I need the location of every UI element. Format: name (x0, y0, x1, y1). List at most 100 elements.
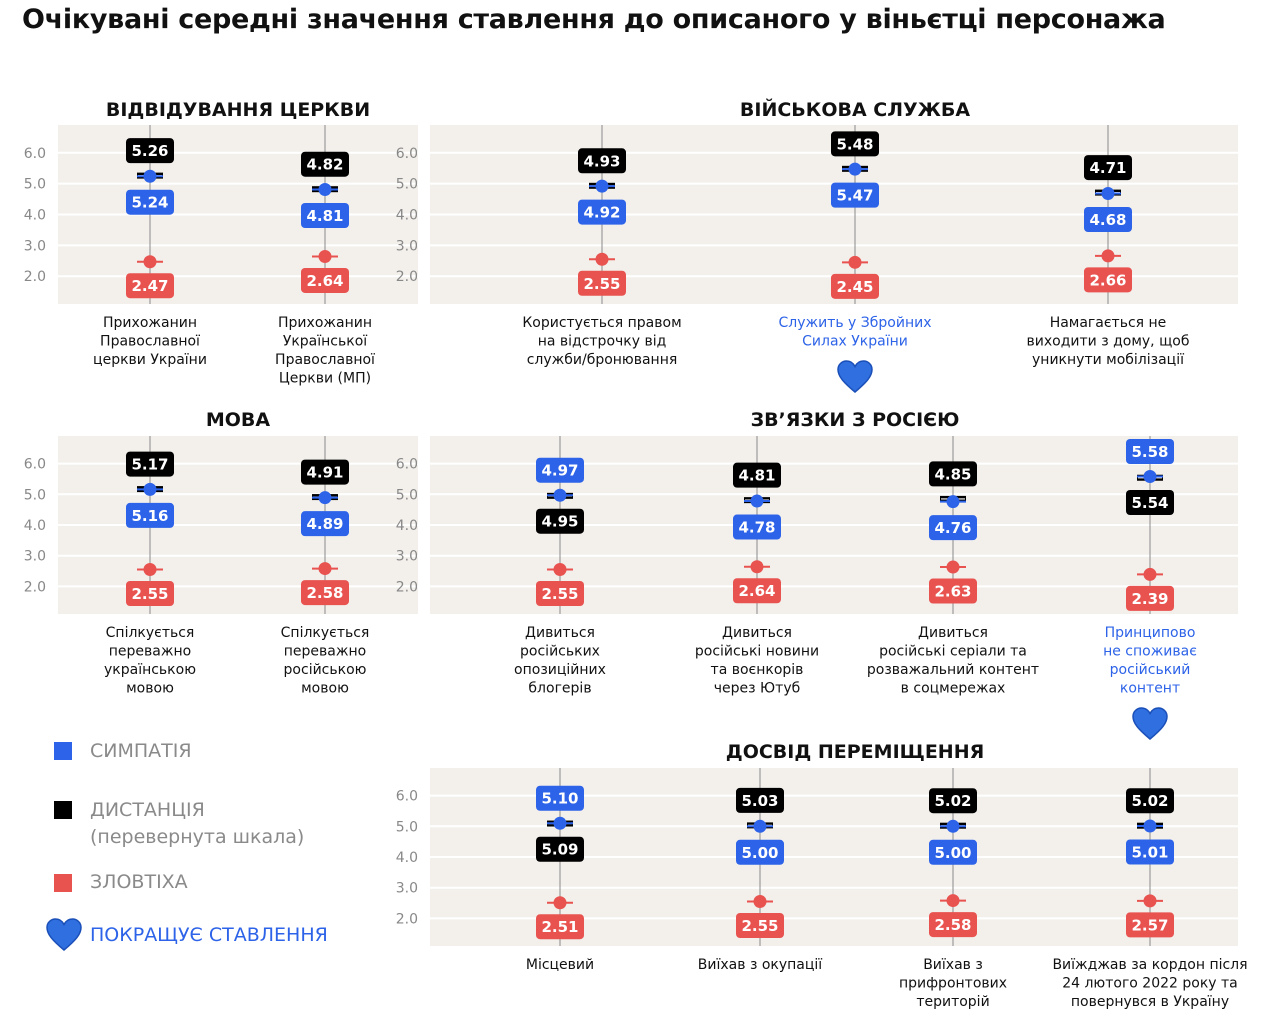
distance-value-label: 4.93 (578, 148, 626, 174)
svg-text:опозиційних: опозиційних (514, 662, 606, 678)
svg-text:на відстрочку від: на відстрочку від (538, 334, 667, 350)
svg-text:через Ютуб: через Ютуб (714, 681, 800, 697)
malice-value-label: 2.64 (301, 267, 349, 293)
svg-text:4.81: 4.81 (738, 467, 775, 485)
sympathy-value-label: 5.16 (126, 502, 174, 528)
sympathy-value-label: 4.76 (929, 515, 977, 541)
svg-text:українською: українською (104, 662, 196, 678)
svg-text:Виїжджав за кордон після: Виїжджав за кордон після (1052, 957, 1247, 973)
svg-text:4.97: 4.97 (541, 462, 578, 480)
distance-value-label: 4.82 (301, 151, 349, 177)
category-label: Виїхав з окупації (698, 957, 823, 973)
malice-point (143, 255, 157, 269)
sympathy-value-label: 5.01 (1126, 839, 1174, 865)
svg-text:4.92: 4.92 (583, 204, 620, 222)
svg-text:Прихожанин: Прихожанин (278, 315, 372, 331)
category-label: Принципово не споживає російський контент (1103, 625, 1197, 697)
legend-malice-label: ЗЛОВТІХА (90, 871, 188, 893)
distance-value-label: 4.95 (536, 508, 584, 534)
sympathy-value-label: 5.00 (929, 839, 977, 865)
sympathy-value-label: 5.24 (126, 189, 174, 215)
category-label: Спілкується переважно українською мовою (104, 625, 196, 697)
distance-value-label: 5.17 (126, 451, 174, 477)
y-tick-label: 4.0 (24, 208, 46, 224)
svg-text:4.93: 4.93 (583, 152, 620, 170)
sympathy-point (553, 488, 567, 502)
svg-text:2.55: 2.55 (131, 585, 168, 603)
svg-text:4.78: 4.78 (738, 519, 775, 537)
svg-text:2.55: 2.55 (741, 917, 778, 935)
heart-icon (837, 360, 873, 393)
svg-text:5.00: 5.00 (934, 844, 971, 862)
category-label: Місцевий (526, 957, 594, 973)
svg-text:Принципово: Принципово (1105, 625, 1196, 641)
y-tick-label: 5.0 (396, 487, 418, 503)
y-tick-label: 2.0 (24, 579, 46, 595)
svg-text:4.76: 4.76 (934, 519, 971, 537)
malice-value-label: 2.63 (929, 578, 977, 604)
malice-value-label: 2.55 (126, 581, 174, 606)
svg-text:5.10: 5.10 (541, 790, 578, 808)
malice-value-label: 2.39 (1126, 585, 1174, 611)
svg-text:5.09: 5.09 (541, 841, 578, 859)
y-tick-label: 5.0 (396, 819, 418, 835)
sympathy-point (750, 494, 764, 508)
y-tick-label: 4.0 (24, 518, 46, 534)
svg-text:5.17: 5.17 (131, 456, 168, 474)
malice-point (946, 560, 960, 574)
svg-text:2.55: 2.55 (541, 585, 578, 603)
svg-text:5.26: 5.26 (131, 142, 168, 160)
svg-text:Церкви (МП): Церкви (МП) (279, 371, 371, 387)
svg-text:2.55: 2.55 (583, 275, 620, 293)
distance-value-label: 5.26 (126, 138, 174, 164)
sympathy-point (143, 169, 157, 183)
y-tick-label: 5.0 (24, 487, 46, 503)
svg-text:контент: контент (1120, 681, 1180, 697)
legend-distance-swatch (54, 801, 72, 819)
svg-text:переважно: переважно (109, 644, 191, 660)
svg-text:прифронтових: прифронтових (899, 976, 1007, 992)
y-tick-label: 4.0 (396, 208, 418, 224)
svg-text:5.24: 5.24 (131, 194, 168, 212)
malice-value-label: 2.64 (733, 578, 781, 604)
category-label: Користується правом на відстрочку від служ… (522, 315, 681, 368)
sympathy-point (318, 183, 332, 197)
svg-text:блогерів: блогерів (528, 681, 591, 697)
distance-value-label: 5.48 (831, 131, 879, 157)
sympathy-value-label: 5.10 (536, 785, 584, 811)
svg-text:2.39: 2.39 (1131, 590, 1168, 608)
svg-text:4.85: 4.85 (934, 465, 971, 483)
y-tick-label: 2.0 (396, 911, 418, 927)
y-tick-label: 3.0 (396, 238, 418, 254)
y-tick-label: 4.0 (396, 850, 418, 866)
svg-text:російські серіали та: російські серіали та (879, 644, 1027, 660)
malice-value-label: 2.57 (1126, 912, 1174, 938)
category-label: Прихожанин Православної церкви України (93, 315, 207, 368)
y-tick-label: 6.0 (396, 146, 418, 162)
svg-text:територій: територій (916, 994, 989, 1010)
distance-value-label: 4.71 (1084, 155, 1132, 181)
svg-text:Прихожанин: Прихожанин (103, 315, 197, 331)
legend-distance-note: (перевернута шкала) (90, 826, 305, 848)
malice-value-label: 2.58 (301, 580, 349, 606)
svg-text:5.54: 5.54 (1131, 494, 1168, 512)
panel-title: МОВА (206, 409, 271, 431)
svg-text:повернувся в Україну: повернувся в Україну (1071, 994, 1229, 1010)
svg-text:не споживає: не споживає (1103, 644, 1197, 660)
svg-text:в соцмережах: в соцмережах (901, 681, 1006, 697)
y-tick-label: 5.0 (396, 177, 418, 193)
legend-malice-swatch (54, 874, 72, 892)
svg-text:уникнути мобілізації: уникнути мобілізації (1032, 352, 1184, 368)
sympathy-value-label: 4.78 (733, 514, 781, 540)
legend-sympathy-label: СИМПАТІЯ (90, 740, 192, 762)
sympathy-point (848, 162, 862, 176)
malice-value-label: 2.51 (536, 914, 584, 940)
svg-text:2.64: 2.64 (738, 582, 775, 600)
sympathy-point (1143, 819, 1157, 833)
panel-title: ДОСВІД ПЕРЕМІЩЕННЯ (726, 741, 984, 763)
y-tick-label: 3.0 (24, 549, 46, 565)
malice-point (553, 896, 567, 910)
svg-text:2.66: 2.66 (1089, 271, 1126, 289)
distance-value-label: 5.02 (1126, 788, 1174, 814)
y-tick-label: 6.0 (396, 457, 418, 473)
